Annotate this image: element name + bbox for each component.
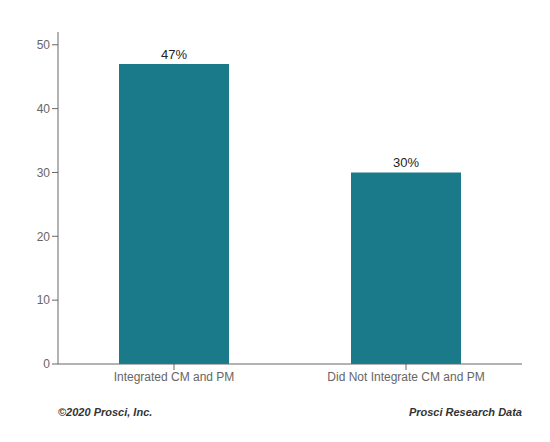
svg-text:Integrated CM and PM: Integrated CM and PM — [114, 370, 235, 384]
svg-text:30%: 30% — [393, 155, 419, 170]
html-text:©2020 Prosci, Inc.: ©2020 Prosci, Inc. — [58, 406, 153, 418]
svg-text:30: 30 — [37, 166, 51, 180]
svg-text:40: 40 — [37, 102, 51, 116]
svg-text:20: 20 — [37, 230, 51, 244]
svg-text:50: 50 — [37, 38, 51, 52]
svg-text:47%: 47% — [161, 47, 187, 62]
svg-text:Did Not Integrate CM and PM: Did Not Integrate CM and PM — [327, 370, 484, 384]
svg-text:0: 0 — [43, 357, 50, 371]
svg-text:10: 10 — [37, 293, 51, 307]
html-text:Prosci Research Data: Prosci Research Data — [408, 406, 522, 418]
